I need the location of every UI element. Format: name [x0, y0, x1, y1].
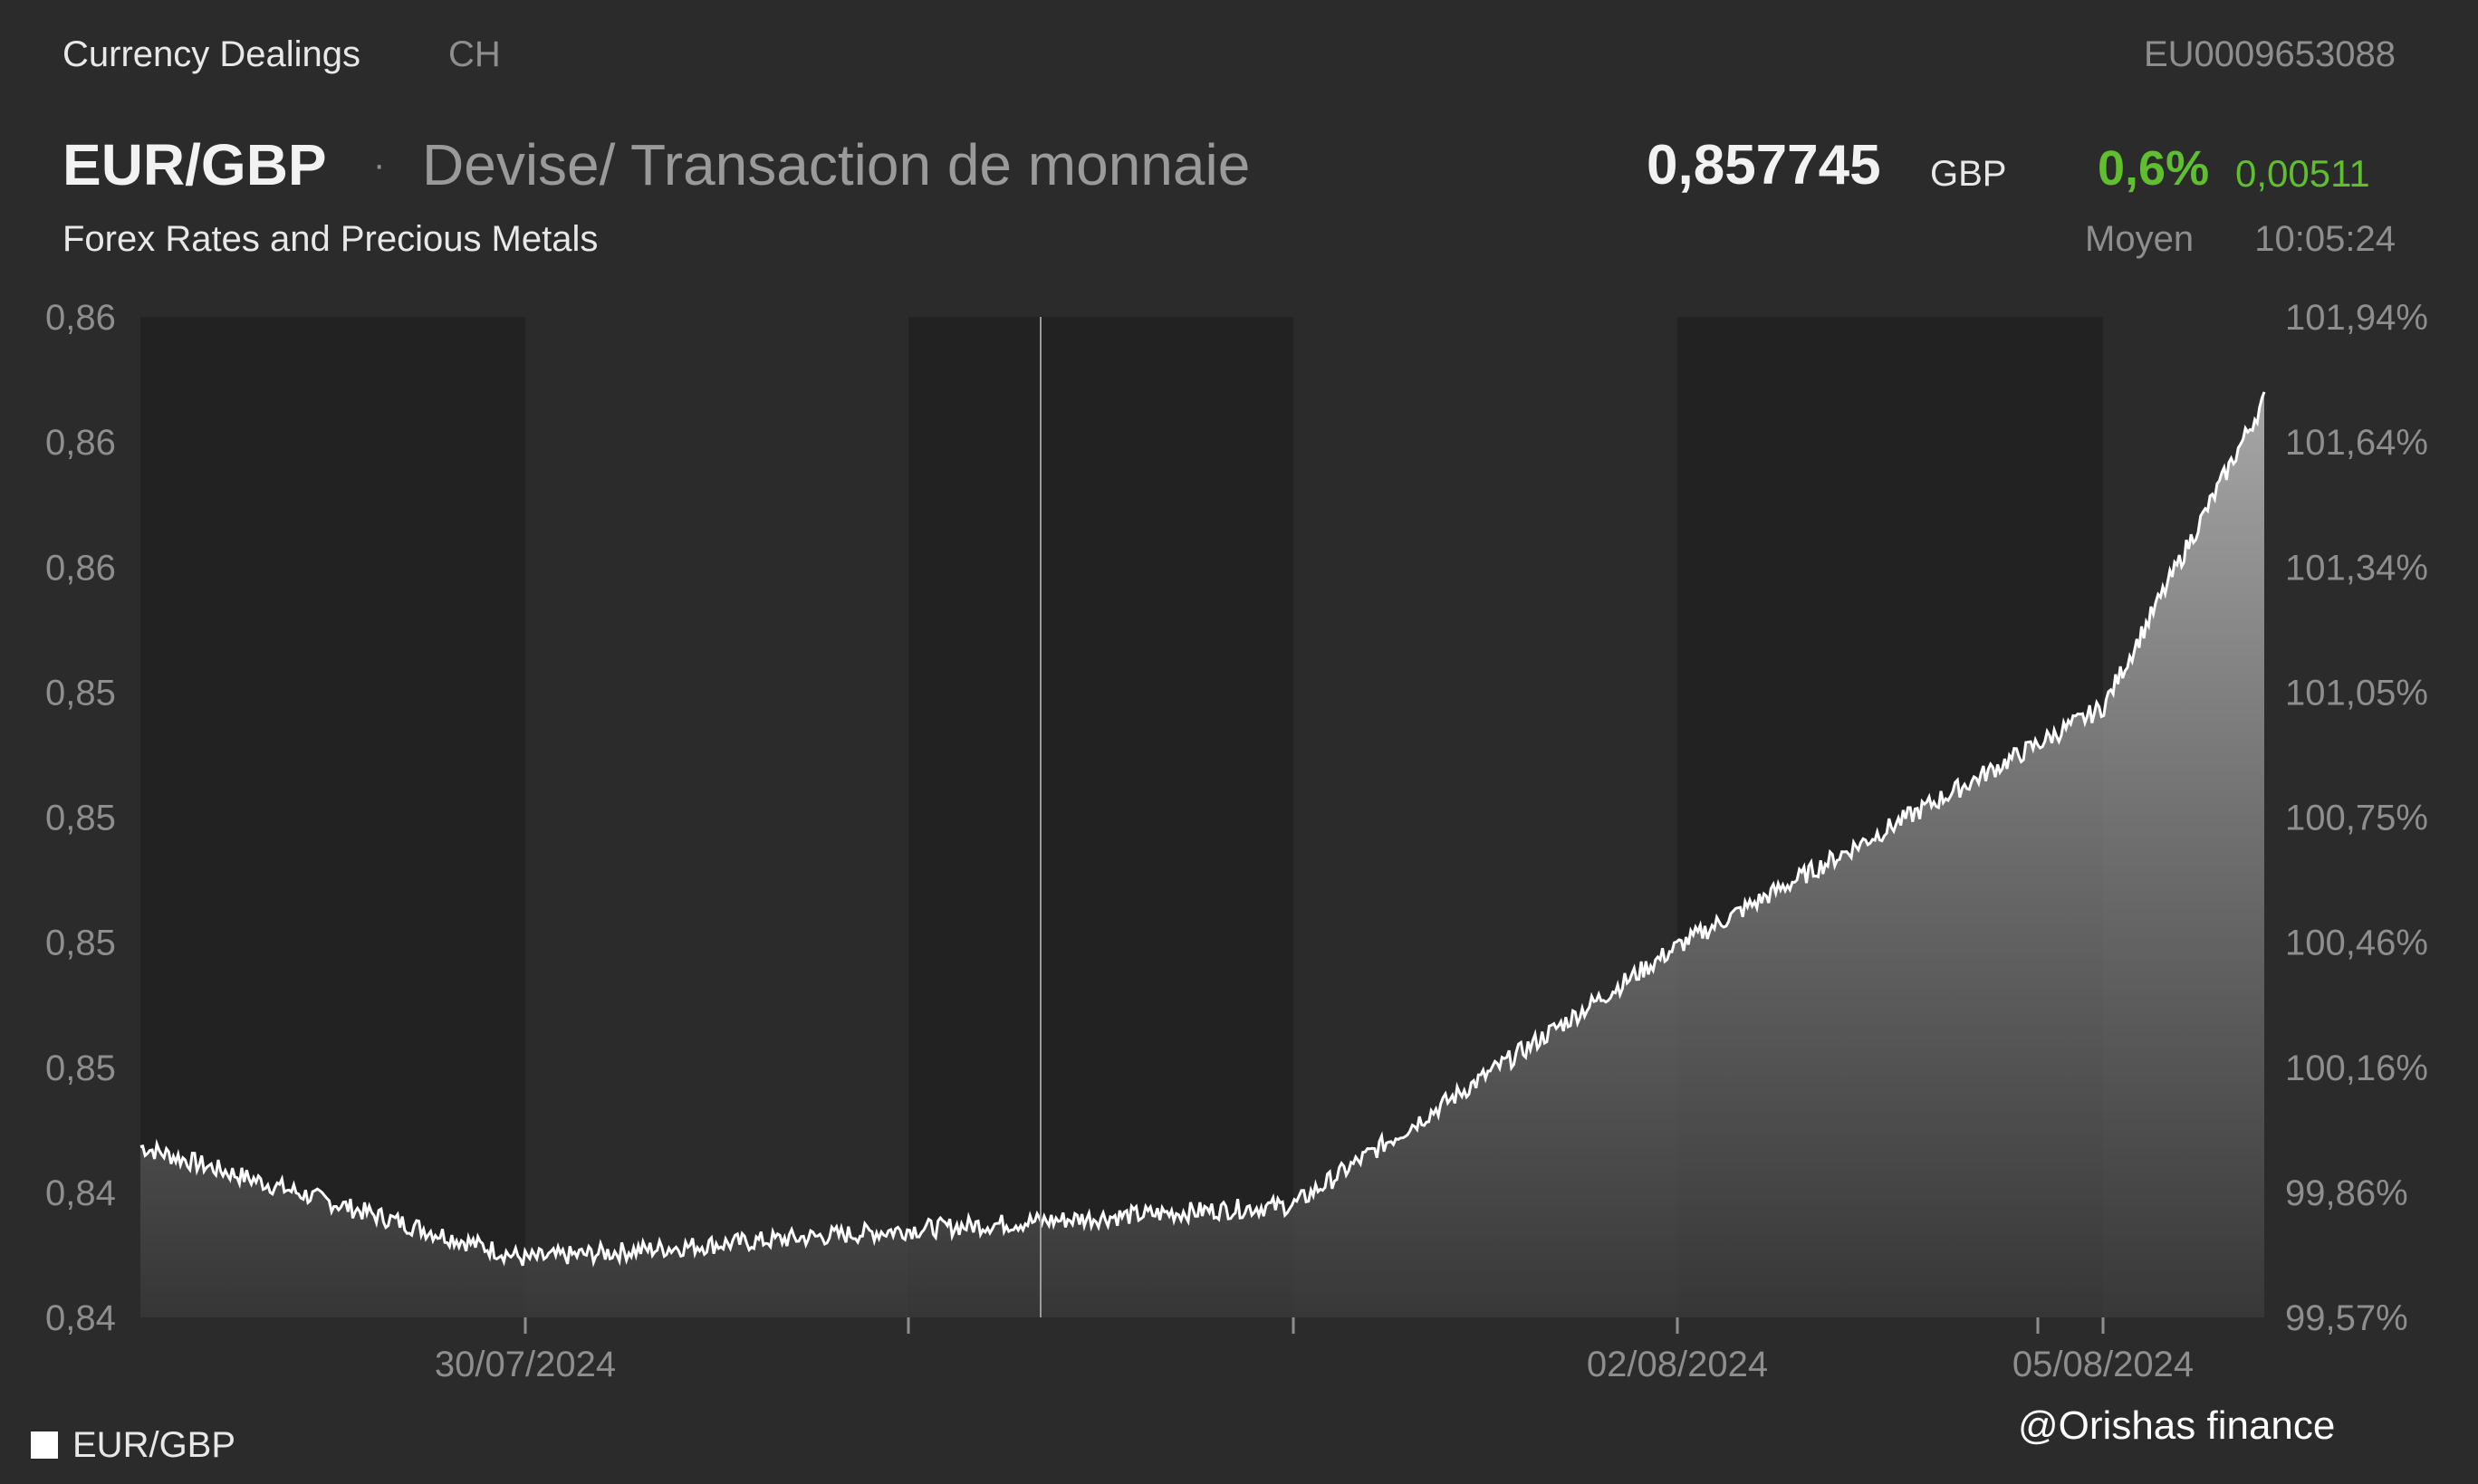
x-tick-label: 05/08/2024 — [2012, 1345, 2194, 1384]
y-left-tick-label: 0,86 — [45, 423, 116, 463]
y-left-tick-label: 0,85 — [45, 1048, 116, 1088]
x-tick-label: 02/08/2024 — [1587, 1345, 1768, 1384]
y-left-tick-label: 0,84 — [45, 1173, 116, 1213]
session-band — [140, 317, 525, 1317]
category-label: Currency Dealings — [62, 34, 361, 74]
y-right-tick-label: 101,64% — [2285, 423, 2428, 463]
y-left-tick-label: 0,86 — [45, 548, 116, 588]
change-absolute: 0,00511 — [2235, 152, 2370, 195]
y-right-tick-label: 101,05% — [2285, 673, 2428, 713]
price-currency: GBP — [1930, 154, 2007, 194]
instrument-subtitle: Forex Rates and Precious Metals — [62, 219, 599, 259]
y-right-tick-label: 99,57% — [2285, 1298, 2408, 1338]
y-right-tick-label: 101,94% — [2285, 298, 2428, 338]
legend-swatch — [31, 1431, 58, 1459]
y-left-tick-label: 0,85 — [45, 799, 116, 838]
y-right-tick-label: 99,86% — [2285, 1173, 2408, 1213]
instrument-description: Devise/ Transaction de monnaie — [422, 132, 1251, 197]
y-right-tick-label: 100,46% — [2285, 924, 2428, 963]
market-label: CH — [448, 34, 501, 74]
last-price: 0,857745 — [1647, 134, 1881, 196]
y-right-tick-label: 101,34% — [2285, 548, 2428, 588]
isin-label: EU0009653088 — [2143, 34, 2396, 74]
change-percent: 0,6% — [2098, 141, 2210, 196]
title-separator: · — [373, 145, 386, 185]
instrument-title: EUR/GBP — [62, 132, 327, 197]
y-right-tick-label: 100,16% — [2285, 1048, 2428, 1088]
y-left-tick-label: 0,85 — [45, 673, 116, 713]
y-left-tick-label: 0,85 — [45, 924, 116, 963]
series-line — [139, 391, 2266, 1268]
quote-time: 10:05:24 — [2254, 219, 2396, 259]
watermark: @Orishas finance — [2018, 1403, 2336, 1448]
y-right-tick-label: 100,75% — [2285, 799, 2428, 838]
x-tick-label: 30/07/2024 — [435, 1345, 616, 1384]
y-left-tick-label: 0,84 — [45, 1298, 116, 1338]
legend-label: EUR/GBP — [72, 1425, 236, 1465]
session-band — [908, 317, 1293, 1317]
y-left-tick-label: 0,86 — [45, 298, 116, 338]
series-area — [140, 391, 2264, 1317]
price-type: Moyen — [2085, 219, 2195, 259]
